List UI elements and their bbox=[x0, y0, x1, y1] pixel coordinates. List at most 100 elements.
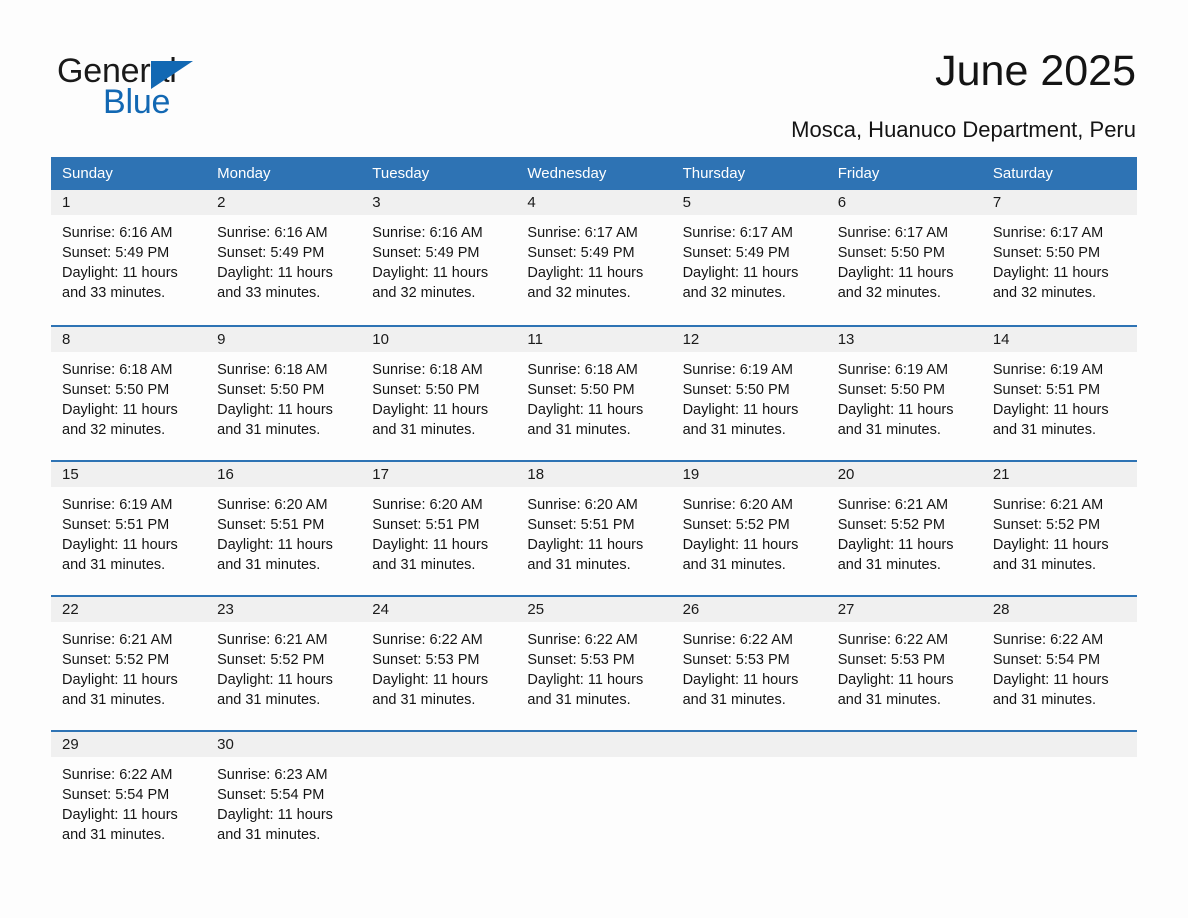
daylight-duration-line1: Daylight: 11 hours bbox=[682, 402, 799, 418]
calendar-day-cell[interactable]: 10 Sunrise: 6:18 AM Sunset: 5:50 PM Dayligh… bbox=[361, 327, 517, 447]
daylight-duration-line1: Daylight: 11 hours bbox=[837, 537, 954, 553]
day-number-band: 8 bbox=[51, 327, 207, 352]
day-detail-body: Sunrise: 6:17 AM Sunset: 5:50 PM Daylight:… bbox=[827, 215, 982, 303]
calendar-day-cell[interactable]: 9 Sunrise: 6:18 AM Sunset: 5:50 PM Daylight… bbox=[206, 327, 362, 447]
calendar-day-cell[interactable]: 8 Sunrise: 6:18 AM Sunset: 5:50 PM Daylight… bbox=[51, 327, 207, 447]
calendar-day-cell[interactable]: 28 Sunrise: 6:22 AM Sunset: 5:54 PM Dayligh… bbox=[981, 597, 1137, 717]
sunset-time: Sunset: 5:52 PM bbox=[992, 517, 1101, 533]
calendar-day-cell[interactable]: 29 Sunrise: 6:22 AM Sunset: 5:54 PM Dayligh… bbox=[51, 732, 207, 852]
calendar-day-cell[interactable]: 20 Sunrise: 6:21 AM Sunset: 5:52 PM Dayligh… bbox=[826, 462, 982, 582]
daylight-duration-line2: and 31 minutes. bbox=[682, 692, 786, 708]
calendar-day-cell[interactable]: 13 Sunrise: 6:19 AM Sunset: 5:50 PM Dayligh… bbox=[826, 327, 982, 447]
calendar-week-row: 1 Sunrise: 6:16 AM Sunset: 5:49 PM Daylight… bbox=[51, 190, 1137, 312]
day-number-band bbox=[361, 732, 517, 757]
day-number: 15 bbox=[62, 466, 79, 483]
dow-friday: Friday bbox=[837, 165, 880, 182]
day-detail-body: Sunrise: 6:22 AM Sunset: 5:53 PM Daylight:… bbox=[827, 622, 982, 710]
day-detail-body: Sunrise: 6:18 AM Sunset: 5:50 PM Daylight:… bbox=[516, 352, 671, 440]
day-detail-body: Sunrise: 6:19 AM Sunset: 5:50 PM Daylight:… bbox=[672, 352, 827, 440]
calendar-day-cell[interactable]: 18 Sunrise: 6:20 AM Sunset: 5:51 PM Dayligh… bbox=[516, 462, 672, 582]
sunset-time: Sunset: 5:52 PM bbox=[682, 517, 790, 533]
calendar-day-cell[interactable]: 30 Sunrise: 6:23 AM Sunset: 5:54 PM Dayligh… bbox=[206, 732, 362, 852]
daylight-duration-line2: and 31 minutes. bbox=[992, 692, 1097, 708]
day-number-band: 30 bbox=[206, 732, 362, 757]
calendar-day-cell[interactable]: 16 Sunrise: 6:20 AM Sunset: 5:51 PM Dayligh… bbox=[206, 462, 362, 582]
day-detail-body: Sunrise: 6:17 AM Sunset: 5:49 PM Daylight:… bbox=[672, 215, 827, 303]
calendar-day-cell[interactable]: 6 Sunrise: 6:17 AM Sunset: 5:50 PM Daylight… bbox=[826, 190, 982, 312]
day-detail-body: Sunrise: 6:20 AM Sunset: 5:51 PM Daylight:… bbox=[361, 487, 516, 575]
calendar-day-cell[interactable]: 26 Sunrise: 6:22 AM Sunset: 5:53 PM Dayligh… bbox=[671, 597, 827, 717]
day-number-band: 11 bbox=[516, 327, 672, 352]
sunrise-time: Sunrise: 6:21 AM bbox=[837, 497, 949, 513]
calendar-day-cell[interactable]: 5 Sunrise: 6:17 AM Sunset: 5:49 PM Daylight… bbox=[671, 190, 827, 312]
sunrise-time: Sunrise: 6:21 AM bbox=[992, 497, 1104, 513]
sunset-time: Sunset: 5:50 PM bbox=[837, 245, 945, 261]
day-number-band: 26 bbox=[671, 597, 827, 622]
calendar-day-cell[interactable]: 15 Sunrise: 6:19 AM Sunset: 5:51 PM Dayligh… bbox=[51, 462, 207, 582]
dow-monday: Monday bbox=[217, 165, 271, 182]
calendar-day-cell[interactable]: 27 Sunrise: 6:22 AM Sunset: 5:53 PM Dayligh… bbox=[826, 597, 982, 717]
sunrise-time: Sunrise: 6:20 AM bbox=[682, 497, 793, 513]
calendar-day-cell[interactable]: 21 Sunrise: 6:21 AM Sunset: 5:52 PM Dayligh… bbox=[981, 462, 1137, 582]
daylight-duration-line1: Daylight: 11 hours bbox=[372, 402, 489, 418]
day-detail-body: Sunrise: 6:17 AM Sunset: 5:49 PM Daylight:… bbox=[516, 215, 671, 303]
daylight-duration-line1: Daylight: 11 hours bbox=[682, 672, 799, 688]
sunrise-time: Sunrise: 6:22 AM bbox=[372, 632, 483, 648]
calendar-day-cell[interactable]: 22 Sunrise: 6:21 AM Sunset: 5:52 PM Dayligh… bbox=[51, 597, 207, 717]
calendar-day-cell[interactable]: 4 Sunrise: 6:17 AM Sunset: 5:49 PM Daylight… bbox=[516, 190, 672, 312]
logo-text-blue: Blue bbox=[103, 83, 171, 121]
sunset-time: Sunset: 5:49 PM bbox=[682, 245, 790, 261]
daylight-duration-line1: Daylight: 11 hours bbox=[217, 672, 333, 688]
calendar-day-cell[interactable]: 2 Sunrise: 6:16 AM Sunset: 5:49 PM Daylight… bbox=[206, 190, 362, 312]
sunrise-time: Sunrise: 6:18 AM bbox=[217, 362, 328, 378]
calendar-day-cell[interactable]: 12 Sunrise: 6:19 AM Sunset: 5:50 PM Dayligh… bbox=[671, 327, 827, 447]
calendar-day-cell[interactable]: 23 Sunrise: 6:21 AM Sunset: 5:52 PM Dayligh… bbox=[206, 597, 362, 717]
calendar-day-cell[interactable]: 7 Sunrise: 6:17 AM Sunset: 5:50 PM Daylight… bbox=[981, 190, 1137, 312]
day-number-band: 7 bbox=[981, 190, 1137, 215]
sunset-time: Sunset: 5:50 PM bbox=[837, 382, 945, 398]
day-detail-body: Sunrise: 6:22 AM Sunset: 5:54 PM Daylight:… bbox=[51, 757, 206, 845]
day-detail-body: Sunrise: 6:17 AM Sunset: 5:50 PM Daylight:… bbox=[982, 215, 1137, 303]
calendar-day-cell[interactable]: 3 Sunrise: 6:16 AM Sunset: 5:49 PM Daylight… bbox=[361, 190, 517, 312]
sunrise-time: Sunrise: 6:20 AM bbox=[372, 497, 483, 513]
sunrise-time: Sunrise: 6:16 AM bbox=[62, 225, 173, 241]
day-detail-body bbox=[361, 757, 516, 765]
calendar-weeks: 1 Sunrise: 6:16 AM Sunset: 5:49 PM Daylight… bbox=[51, 190, 1137, 852]
day-detail-body: Sunrise: 6:19 AM Sunset: 5:51 PM Daylight:… bbox=[982, 352, 1137, 440]
generalblue-logo[interactable]: General Blue bbox=[57, 52, 257, 122]
daylight-duration-line1: Daylight: 11 hours bbox=[62, 672, 178, 688]
calendar-day-cell[interactable]: 14 Sunrise: 6:19 AM Sunset: 5:51 PM Dayligh… bbox=[981, 327, 1137, 447]
calendar-day-cell[interactable]: 1 Sunrise: 6:16 AM Sunset: 5:49 PM Daylight… bbox=[51, 190, 207, 312]
logo-triangle-icon bbox=[151, 61, 193, 89]
daylight-duration-line2: and 31 minutes. bbox=[217, 422, 321, 438]
day-number-band bbox=[671, 732, 827, 757]
calendar-day-cell[interactable]: 24 Sunrise: 6:22 AM Sunset: 5:53 PM Dayligh… bbox=[361, 597, 517, 717]
day-number-band: 18 bbox=[516, 462, 672, 487]
sunset-time: Sunset: 5:50 PM bbox=[62, 382, 170, 398]
calendar-day-cell[interactable]: 25 Sunrise: 6:22 AM Sunset: 5:53 PM Dayligh… bbox=[516, 597, 672, 717]
day-number-band: 25 bbox=[516, 597, 672, 622]
sunset-time: Sunset: 5:50 PM bbox=[992, 245, 1101, 261]
day-number-band: 4 bbox=[516, 190, 672, 215]
day-detail-body: Sunrise: 6:16 AM Sunset: 5:49 PM Daylight:… bbox=[361, 215, 516, 303]
sunrise-time: Sunrise: 6:22 AM bbox=[682, 632, 793, 648]
sunset-time: Sunset: 5:51 PM bbox=[62, 517, 170, 533]
day-number-band: 27 bbox=[826, 597, 982, 622]
day-detail-body: Sunrise: 6:19 AM Sunset: 5:50 PM Daylight:… bbox=[827, 352, 982, 440]
daylight-duration-line1: Daylight: 11 hours bbox=[992, 402, 1109, 418]
sunset-time: Sunset: 5:52 PM bbox=[217, 652, 325, 668]
day-detail-body: Sunrise: 6:22 AM Sunset: 5:54 PM Daylight:… bbox=[982, 622, 1137, 710]
sunset-time: Sunset: 5:50 PM bbox=[217, 382, 325, 398]
day-number: 2 bbox=[217, 194, 226, 211]
day-detail-body bbox=[516, 757, 671, 765]
sunset-time: Sunset: 5:53 PM bbox=[527, 652, 635, 668]
calendar-day-cell[interactable]: 11 Sunrise: 6:18 AM Sunset: 5:50 PM Dayligh… bbox=[516, 327, 672, 447]
daylight-duration-line1: Daylight: 11 hours bbox=[682, 537, 799, 553]
calendar-day-cell[interactable]: 19 Sunrise: 6:20 AM Sunset: 5:52 PM Dayligh… bbox=[671, 462, 827, 582]
day-detail-body bbox=[672, 757, 827, 765]
day-detail-body: Sunrise: 6:18 AM Sunset: 5:50 PM Daylight:… bbox=[51, 352, 206, 440]
calendar-day-cell[interactable]: 17 Sunrise: 6:20 AM Sunset: 5:51 PM Dayligh… bbox=[361, 462, 517, 582]
daylight-duration-line1: Daylight: 11 hours bbox=[837, 672, 954, 688]
daylight-duration-line2: and 31 minutes. bbox=[372, 422, 476, 438]
